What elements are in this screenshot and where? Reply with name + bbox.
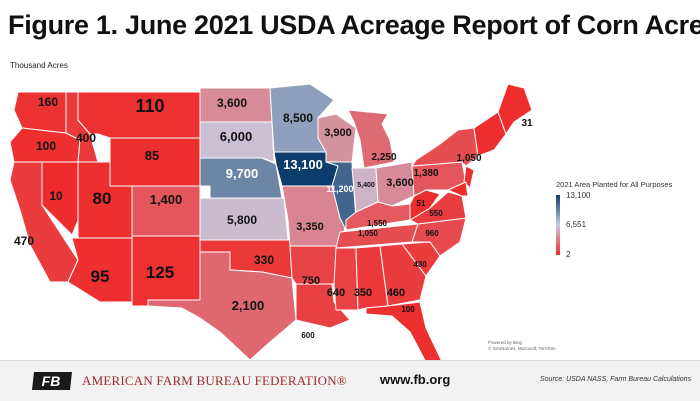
- state-label-az: 95: [91, 267, 110, 286]
- state-label-sd: 6,000: [220, 129, 253, 144]
- state-me: [497, 83, 533, 135]
- state-mi: [347, 109, 395, 169]
- state-label-fl: 100: [401, 305, 415, 314]
- state-label-ut: 80: [93, 189, 112, 208]
- state-label-id: 400: [76, 131, 96, 145]
- state-la: [295, 283, 351, 329]
- state-label-mi: 2,250: [371, 152, 396, 163]
- attribution-line-1: Powered by Bing: [488, 340, 523, 345]
- us-choropleth-map: 160 100 470 400 10 110 85 80 95 1,400 125 3,600 6,00…: [9, 83, 533, 360]
- state-label-la: 600: [301, 331, 315, 340]
- state-label-wi: 3,900: [324, 127, 352, 139]
- state-nv: [41, 161, 79, 236]
- unit-label: Thousand Acres: [10, 61, 68, 70]
- state-label-or: 100: [36, 139, 56, 153]
- legend-min: 2: [566, 250, 571, 259]
- legend-mid: 6,551: [566, 220, 587, 229]
- state-label-ia: 13,100: [283, 157, 323, 172]
- state-label-nm: 125: [146, 263, 174, 282]
- state-ga: [379, 243, 427, 307]
- state-label-tn: 1,050: [358, 229, 379, 238]
- state-label-co: 1,400: [150, 192, 183, 207]
- legend-max: 13,100: [566, 191, 591, 200]
- state-md: [447, 181, 469, 197]
- map-attribution: Powered by Bing © GeoNames, Microsoft, T…: [488, 340, 556, 352]
- state-label-ky: 1,550: [367, 219, 388, 228]
- state-label-mo: 3,350: [296, 221, 324, 233]
- state-oh: [375, 161, 415, 207]
- state-label-oh: 3,600: [386, 177, 414, 189]
- state-label-al: 350: [354, 287, 372, 299]
- state-tx: [147, 251, 297, 360]
- state-new-england: [473, 111, 507, 157]
- website-link[interactable]: www.fb.org: [380, 372, 451, 387]
- color-legend: 2021 Area Planted for All Purposes 13,10…: [556, 180, 700, 259]
- state-label-wy: 85: [145, 148, 159, 163]
- figure-title: Figure 1. June 2021 USDA Acreage Report …: [8, 10, 700, 40]
- state-label-ks: 5,800: [227, 213, 257, 227]
- state-sd: [199, 121, 275, 163]
- state-label-ms: 640: [327, 287, 345, 299]
- state-label-nd: 3,600: [217, 96, 247, 110]
- state-label-ok: 330: [254, 253, 274, 267]
- state-label-sc: 430: [413, 260, 427, 269]
- state-label-ne: 9,700: [226, 166, 259, 181]
- logo-text: FB: [42, 373, 61, 389]
- state-label-mn: 8,500: [283, 111, 313, 125]
- state-label-nc: 960: [425, 229, 439, 238]
- state-label-il: 11,200: [326, 184, 353, 194]
- state-label-nv: 10: [49, 189, 63, 203]
- state-fl: [365, 301, 442, 360]
- organization-name: AMERICAN FARM BUREAU FEDERATION®: [82, 373, 347, 388]
- state-ky: [345, 201, 411, 231]
- state-label-ca: 470: [14, 234, 34, 248]
- state-label-va: 550: [429, 209, 443, 218]
- state-label-me: 31: [521, 118, 533, 129]
- attribution-line-2: © GeoNames, Microsoft, TomTom: [488, 346, 556, 351]
- state-label-wv: 51: [417, 199, 426, 208]
- legend-title: 2021 Area Planted for All Purposes: [556, 180, 673, 189]
- state-label-in: 5,400: [357, 182, 375, 189]
- state-label-mt: 110: [135, 96, 164, 116]
- fb-logo-icon: FB: [32, 372, 72, 390]
- footer-bar: FB AMERICAN FARM BUREAU FEDERATION® www.…: [0, 360, 700, 401]
- state-label-tx: 2,100: [232, 298, 265, 313]
- state-label-ny: 1,050: [456, 153, 481, 164]
- state-label-pa: 1,380: [413, 168, 438, 179]
- source-note: Source: USDA NASS, Farm Bureau Calculati…: [540, 376, 692, 383]
- state-label-ga: 460: [387, 287, 405, 299]
- state-label-ar: 750: [302, 275, 320, 287]
- state-label-wa: 160: [38, 95, 58, 109]
- legend-gradient-bar: [556, 195, 560, 255]
- state-ms: [333, 247, 359, 311]
